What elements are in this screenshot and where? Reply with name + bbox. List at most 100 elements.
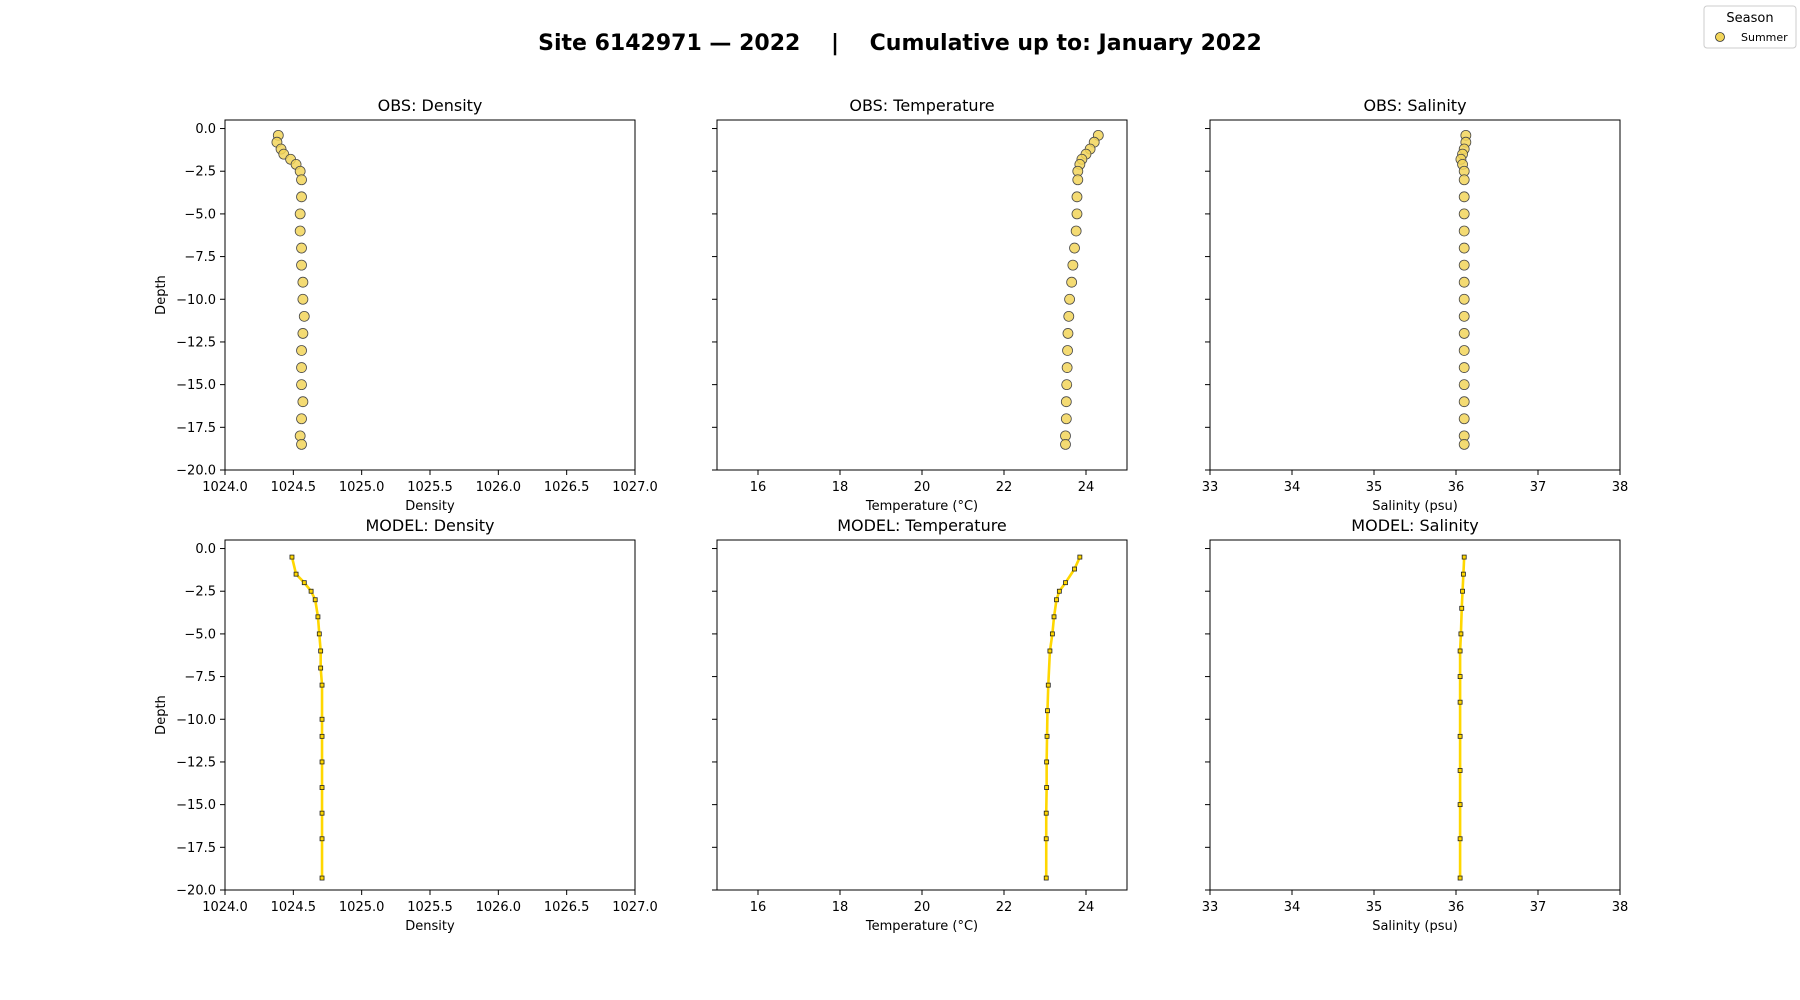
data-point-obs-salinity — [1458, 362, 1470, 373]
data-point-obs-temperature — [1072, 174, 1084, 186]
model-point-model-temperature — [1043, 875, 1049, 881]
y-tick-label-model-density: −2.5 — [184, 585, 216, 600]
y-tick-label-model-density: −12.5 — [176, 755, 216, 770]
y-axis-label-obs-density: Depth — [154, 275, 169, 315]
axes-frame-obs-density — [224, 119, 636, 471]
model-point-model-density — [301, 580, 307, 586]
model-point-model-temperature — [1063, 580, 1068, 586]
model-point-model-temperature — [1072, 566, 1077, 572]
x-tick-label-model-salinity: 33 — [1202, 900, 1219, 915]
model-line-model-density — [290, 556, 324, 879]
y-tick-label-model-density: −15.0 — [176, 798, 216, 813]
data-point-obs-salinity — [1458, 310, 1470, 322]
x-tick-label-model-salinity: 36 — [1448, 900, 1465, 915]
y-tick-label-model-density: 0.0 — [195, 542, 216, 557]
x-tick-label-obs-salinity: 34 — [1284, 480, 1301, 495]
model-line-model-temperature — [1044, 556, 1082, 879]
x-axis-label-model-density: Density — [405, 919, 455, 934]
model-point-model-density — [308, 588, 314, 594]
data-point-obs-temperature — [1061, 362, 1073, 373]
model-line-model-salinity — [1458, 557, 1466, 879]
data-point-obs-salinity — [1458, 259, 1470, 271]
model-point-model-salinity — [1457, 768, 1463, 773]
model-point-model-salinity — [1457, 875, 1463, 881]
panel-obs-temperature: OBS: Temperature 16 18 20 22 24 Temperature (°… — [712, 96, 1128, 514]
panel-title-obs-temperature: OBS: Temperature — [849, 96, 994, 115]
model-point-model-density — [289, 554, 295, 560]
x-tick-label-model-salinity: 34 — [1284, 900, 1301, 915]
x-tick-label-obs-density: 1026.5 — [544, 480, 590, 495]
data-point-obs-density — [297, 396, 309, 408]
panel-title-model-density: MODEL: Density — [365, 516, 494, 535]
data-point-obs-temperature — [1071, 208, 1083, 220]
x-tick-label-model-density: 1027.0 — [612, 900, 658, 915]
model-point-model-density — [316, 631, 322, 637]
model-point-model-density — [312, 597, 318, 603]
y-tick-label-obs-density: −12.5 — [176, 335, 216, 350]
data-point-obs-density — [296, 362, 307, 373]
panel-title-model-temperature: MODEL: Temperature — [837, 516, 1007, 535]
data-point-obs-salinity — [1458, 242, 1470, 254]
y-tick-label-model-density: −17.5 — [176, 841, 216, 856]
model-point-model-temperature — [1056, 588, 1062, 594]
model-point-model-density — [319, 716, 325, 722]
x-tick-label-model-temperature: 24 — [1078, 900, 1095, 915]
data-point-obs-density — [296, 438, 307, 450]
y-tick-label-obs-density: 0.0 — [195, 122, 216, 137]
model-point-model-density — [315, 614, 321, 620]
data-point-obs-temperature — [1060, 413, 1072, 425]
legend-frame — [1703, 5, 1797, 49]
model-point-model-density — [319, 875, 325, 881]
model-point-model-salinity — [1460, 571, 1466, 577]
figure-title: Site 6142971 — 2022 | Cumulative up to: … — [538, 31, 1262, 56]
model-point-model-density — [318, 665, 324, 671]
x-axis-label-model-salinity: Salinity (psu) — [1372, 919, 1458, 934]
x-tick-label-obs-temperature: 24 — [1078, 480, 1095, 495]
model-point-model-density — [318, 648, 324, 654]
data-point-obs-density — [298, 310, 310, 322]
data-point-obs-salinity — [1458, 396, 1470, 408]
model-point-model-salinity — [1460, 588, 1465, 594]
legend-marker-summer — [1715, 32, 1725, 42]
x-axis-label-obs-temperature: Temperature (°C) — [865, 499, 978, 514]
panel-obs-density: OBS: Density 1024.0 1025.0 1026.0 1027.0 1024… — [154, 96, 658, 514]
legend: Season Summer — [1703, 5, 1797, 49]
panel-title-obs-salinity: OBS: Salinity — [1363, 96, 1466, 115]
x-tick-label-model-density: 1026.0 — [476, 900, 522, 915]
x-tick-label-obs-density: 1025.0 — [339, 480, 385, 495]
y-tick-label-model-density: −20.0 — [176, 884, 216, 899]
data-point-obs-salinity — [1458, 345, 1470, 356]
model-point-model-salinity — [1461, 554, 1467, 560]
model-point-model-density — [319, 759, 325, 765]
model-point-model-density — [319, 810, 325, 816]
x-tick-label-model-temperature: 20 — [914, 900, 931, 915]
data-point-obs-density — [296, 345, 307, 356]
model-point-model-density — [319, 733, 325, 739]
model-point-model-salinity — [1457, 674, 1463, 679]
model-point-model-density — [293, 571, 299, 577]
model-point-model-density — [319, 836, 325, 842]
x-tick-label-model-salinity: 38 — [1612, 900, 1629, 915]
y-tick-label-obs-density: −2.5 — [184, 165, 216, 180]
y-tick-label-obs-density: −17.5 — [176, 421, 216, 436]
data-point-obs-temperature — [1061, 379, 1073, 391]
model-point-model-temperature — [1044, 785, 1050, 790]
model-point-model-salinity — [1457, 648, 1463, 654]
data-point-obs-temperature — [1064, 293, 1075, 305]
x-tick-label-model-density: 1025.0 — [339, 900, 385, 915]
panel-title-model-salinity: MODEL: Salinity — [1351, 516, 1478, 535]
data-point-obs-temperature — [1062, 345, 1073, 356]
x-axis-label-obs-density: Density — [405, 499, 455, 514]
x-tick-label-model-temperature: 18 — [832, 900, 849, 915]
x-tick-label-model-density: 1025.5 — [407, 900, 453, 915]
data-point-obs-density — [296, 413, 307, 425]
model-point-model-salinity — [1457, 699, 1463, 705]
axes-frame-obs-salinity — [1209, 119, 1621, 471]
axes-frame-model-density — [224, 539, 636, 891]
data-point-obs-salinity — [1458, 413, 1470, 425]
model-point-model-salinity — [1457, 836, 1463, 842]
data-point-obs-density — [296, 191, 307, 203]
data-point-obs-salinity — [1458, 208, 1470, 220]
y-tick-label-model-density: −5.0 — [184, 627, 216, 642]
